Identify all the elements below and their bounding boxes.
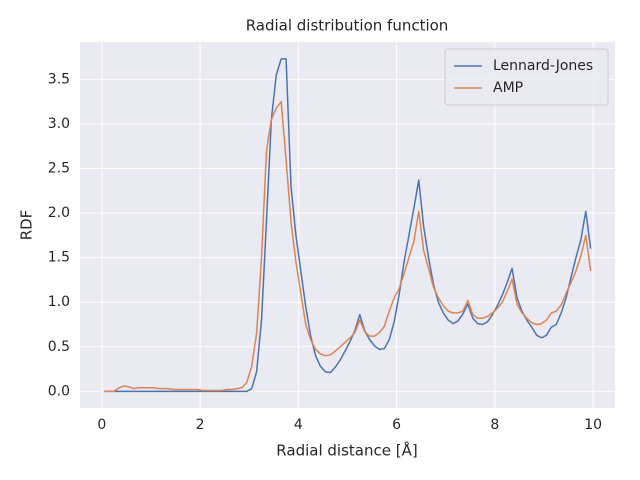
chart-title: Radial distribution function (246, 17, 449, 35)
y-tick-label: 2.0 (48, 205, 70, 221)
x-axis-label: Radial distance [Å] (276, 441, 417, 460)
x-tick-label: 6 (392, 417, 401, 433)
x-tick-label: 4 (294, 417, 303, 433)
y-tick-label: 2.5 (48, 161, 70, 177)
legend-label: AMP (493, 80, 523, 96)
data-line (104, 58, 592, 393)
legend: Lennard-Jones AMP (444, 48, 609, 106)
x-tick-label: 8 (490, 417, 499, 433)
legend-label: Lennard-Jones (493, 58, 593, 74)
y-tick-label: 1.0 (48, 294, 70, 310)
y-axis-label: RDF (18, 210, 36, 241)
data-line (104, 100, 592, 393)
y-tick-label: 0.5 (48, 339, 70, 355)
x-tick-label: 0 (97, 417, 106, 433)
grid (80, 42, 615, 408)
y-tick-label: 0.0 (48, 383, 70, 399)
x-tick-label: 10 (584, 417, 602, 433)
y-tick-label: 3.5 (48, 71, 70, 87)
legend-box (444, 48, 609, 106)
y-tick-label: 1.5 (48, 250, 70, 266)
y-tick-label: 3.0 (48, 116, 70, 132)
lines (104, 58, 592, 393)
x-tick-label: 2 (196, 417, 205, 433)
